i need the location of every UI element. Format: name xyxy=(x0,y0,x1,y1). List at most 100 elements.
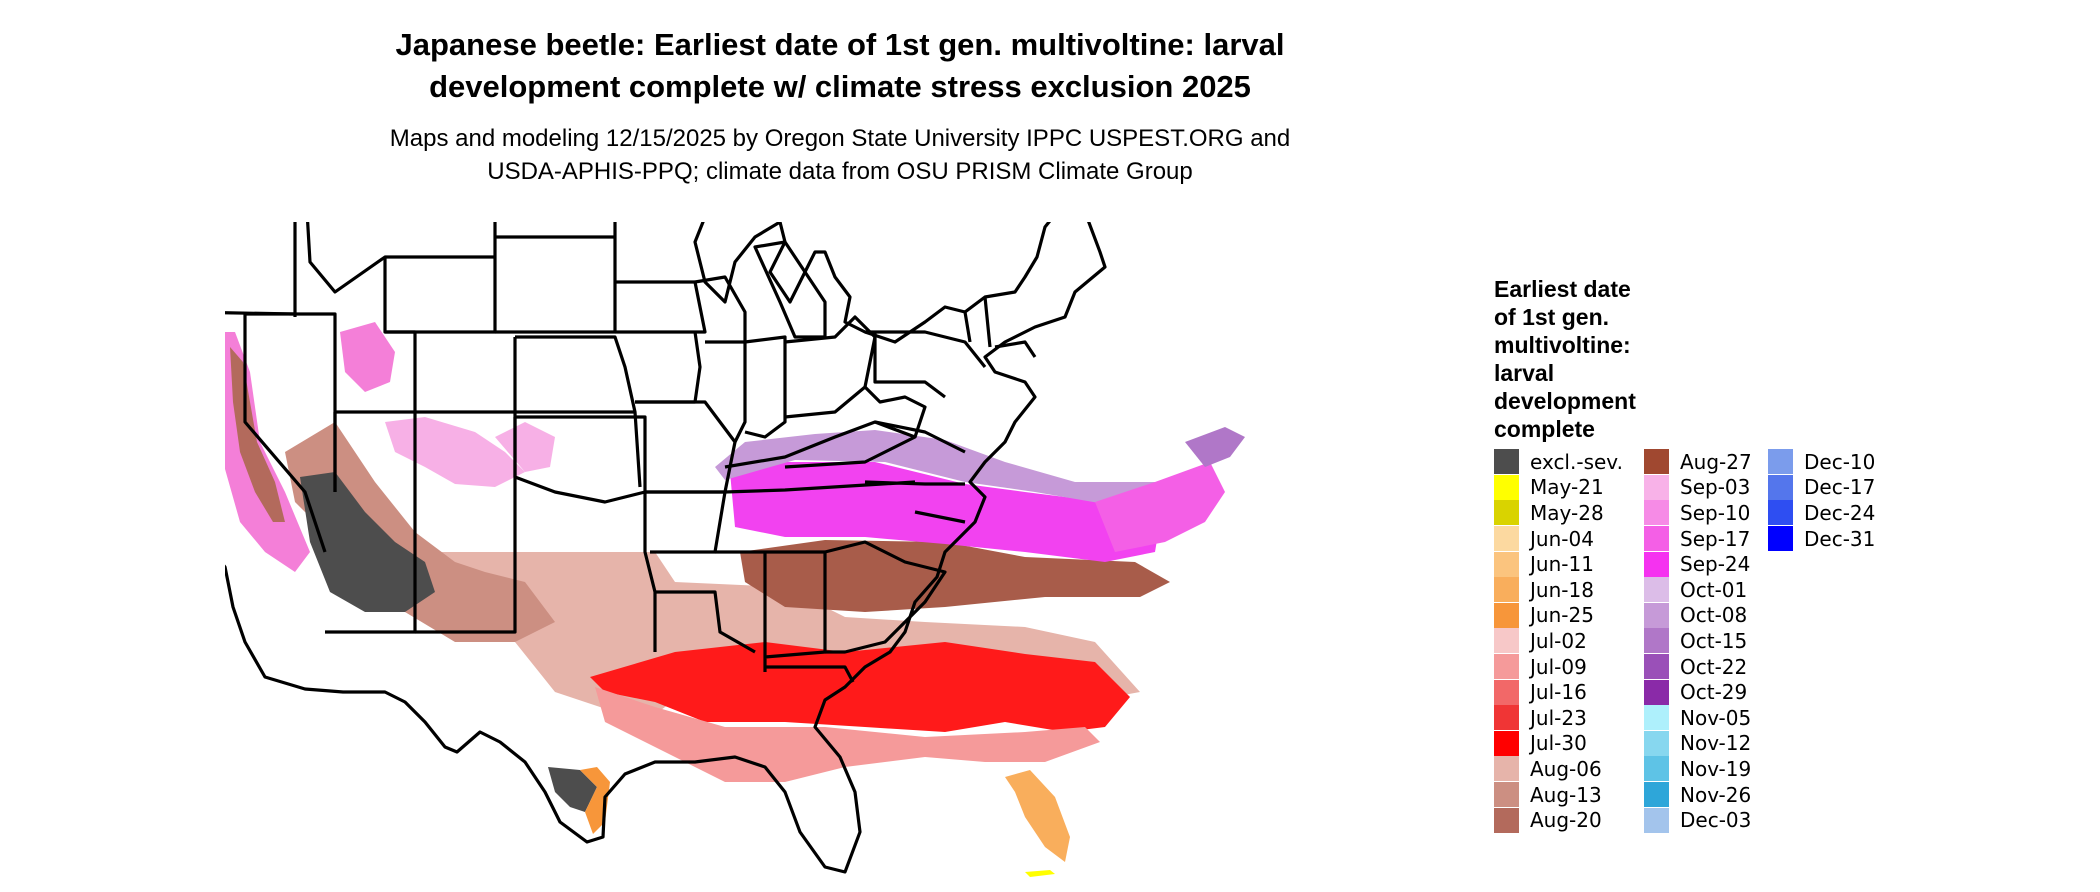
legend-label: Aug-13 xyxy=(1530,782,1602,807)
legend-swatch xyxy=(1494,500,1519,526)
legend-label: Jul-16 xyxy=(1530,680,1587,705)
legend-item: Jul-09 xyxy=(1494,654,1623,680)
border-dakotas xyxy=(495,222,617,334)
legend-item: Aug-20 xyxy=(1494,807,1623,833)
legend-item: Jul-16 xyxy=(1494,679,1623,705)
legend-label: Oct-29 xyxy=(1680,680,1748,705)
legend-item: Oct-29 xyxy=(1644,679,1752,705)
legend-item: Nov-05 xyxy=(1644,705,1752,731)
border-montana xyxy=(306,222,495,294)
legend-swatch xyxy=(1768,449,1793,475)
legend-item: Jun-04 xyxy=(1494,526,1623,552)
legend-swatch xyxy=(1494,526,1519,552)
legend-label: Nov-26 xyxy=(1680,782,1752,807)
legend-title-line: complete xyxy=(1494,416,1595,442)
legend-swatch xyxy=(1494,577,1519,603)
border-wv xyxy=(863,385,927,438)
border-ne-ks xyxy=(515,335,642,488)
legend-label: Jul-02 xyxy=(1530,628,1587,653)
legend-item: Jun-18 xyxy=(1494,577,1623,603)
legend-label: Oct-01 xyxy=(1680,577,1748,602)
legend-item: Sep-03 xyxy=(1644,474,1752,501)
border-wy xyxy=(383,222,497,334)
legend-swatch xyxy=(1494,705,1519,731)
legend-label: Sep-10 xyxy=(1680,500,1751,525)
border-ms-al xyxy=(715,550,827,672)
legend-item: Dec-10 xyxy=(1768,449,1875,475)
legend-column-3: Dec-10 Dec-17 Dec-24 Dec-31 xyxy=(1768,449,1876,552)
region-florida-jun-25 xyxy=(1005,770,1070,862)
legend-item: Jul-23 xyxy=(1494,705,1623,731)
legend-swatch xyxy=(1644,730,1669,756)
region-sw-aug-13 xyxy=(285,422,555,642)
border-mo xyxy=(635,400,737,494)
legend-label: Jun-18 xyxy=(1530,577,1594,602)
us-outline xyxy=(225,222,1107,874)
border-ok xyxy=(513,415,647,504)
legend-item: Dec-03 xyxy=(1644,807,1752,833)
legend-swatch xyxy=(1494,474,1519,500)
legend-label: Aug-20 xyxy=(1530,808,1602,833)
legend-swatch xyxy=(1644,449,1669,475)
region-aug-20 xyxy=(740,540,1170,612)
border-ar xyxy=(645,490,727,554)
border-az-nm xyxy=(325,410,417,634)
legend-item: Nov-26 xyxy=(1644,782,1752,808)
legend-swatch xyxy=(1644,602,1669,628)
region-newmex-pink xyxy=(385,417,525,487)
legend-item: Dec-17 xyxy=(1768,474,1876,501)
legend-swatch xyxy=(1768,526,1793,552)
legend-title-line: of 1st gen. xyxy=(1494,304,1610,330)
legend-label: Aug-06 xyxy=(1530,756,1602,781)
legend-title-line: larval xyxy=(1494,360,1555,386)
legend-item: Aug-27 xyxy=(1644,449,1752,475)
legend-label: Dec-03 xyxy=(1680,808,1752,833)
legend-item: Aug-06 xyxy=(1494,756,1623,782)
legend-swatch xyxy=(1768,474,1793,500)
map-title-line-2: development complete w/ climate stress e… xyxy=(429,69,1251,104)
legend-item: excl.-sev. xyxy=(1494,449,1623,475)
region-jul-30 xyxy=(590,642,1130,732)
legend-label: Oct-22 xyxy=(1680,654,1748,679)
legend-item: Dec-31 xyxy=(1768,526,1875,552)
us-map xyxy=(225,222,1245,877)
legend-label: Jun-25 xyxy=(1530,603,1594,628)
region-va-sep-24 xyxy=(1095,462,1225,552)
border-tx-ok-ar xyxy=(643,492,657,652)
legend-label: Sep-17 xyxy=(1680,526,1751,551)
legend-item: May-28 xyxy=(1494,500,1623,526)
border-fl xyxy=(765,665,855,683)
legend-swatch xyxy=(1494,730,1519,756)
legend-swatch xyxy=(1494,807,1519,833)
legend-swatch xyxy=(1494,551,1519,577)
legend-column-1: excl.-sev. May-21 May-28 Jun-04 Jun-11 Jun-18… xyxy=(1494,449,1623,833)
legend-label: Dec-24 xyxy=(1804,500,1876,525)
border-nv-ca xyxy=(243,314,327,553)
legend-item: Jul-30 xyxy=(1494,730,1623,757)
legend-label: Dec-17 xyxy=(1804,475,1876,500)
legend-swatch xyxy=(1644,782,1669,808)
border-co xyxy=(385,330,517,414)
map-title: Japanese beetle: Earliest date of 1st ge… xyxy=(190,24,1490,108)
border-new-england xyxy=(963,296,1037,358)
legend-item: Jun-25 xyxy=(1494,602,1623,629)
map-subtitle-line-2: USDA-APHIS-PPQ; climate data from OSU PR… xyxy=(487,158,1193,185)
map-subtitle-line-1: Maps and modeling 12/15/2025 by Oregon S… xyxy=(389,125,1291,152)
legend-item: Jun-11 xyxy=(1494,551,1623,577)
legend-column-2: Aug-27 Sep-03 Sep-10 Sep-17 Sep-24 Oct-01 Oct-… xyxy=(1644,449,1752,833)
legend-label: Jun-04 xyxy=(1530,526,1594,551)
legend-item: Sep-10 xyxy=(1644,500,1752,526)
legend-label: Sep-03 xyxy=(1680,475,1751,500)
legend-label: Jun-11 xyxy=(1530,552,1594,577)
legend-label: Jul-09 xyxy=(1530,654,1587,679)
legend-swatch xyxy=(1494,782,1519,808)
legend-label: Dec-31 xyxy=(1804,526,1876,551)
legend-label: Sep-24 xyxy=(1680,552,1751,577)
legend-item: Dec-24 xyxy=(1768,500,1875,526)
border-wi-il xyxy=(694,275,747,443)
legend-item: Aug-13 xyxy=(1494,782,1623,808)
legend-swatch xyxy=(1644,500,1669,526)
legend-swatch xyxy=(1644,628,1669,654)
region-arizona-excl xyxy=(300,472,435,612)
legend-swatch xyxy=(1494,628,1519,654)
